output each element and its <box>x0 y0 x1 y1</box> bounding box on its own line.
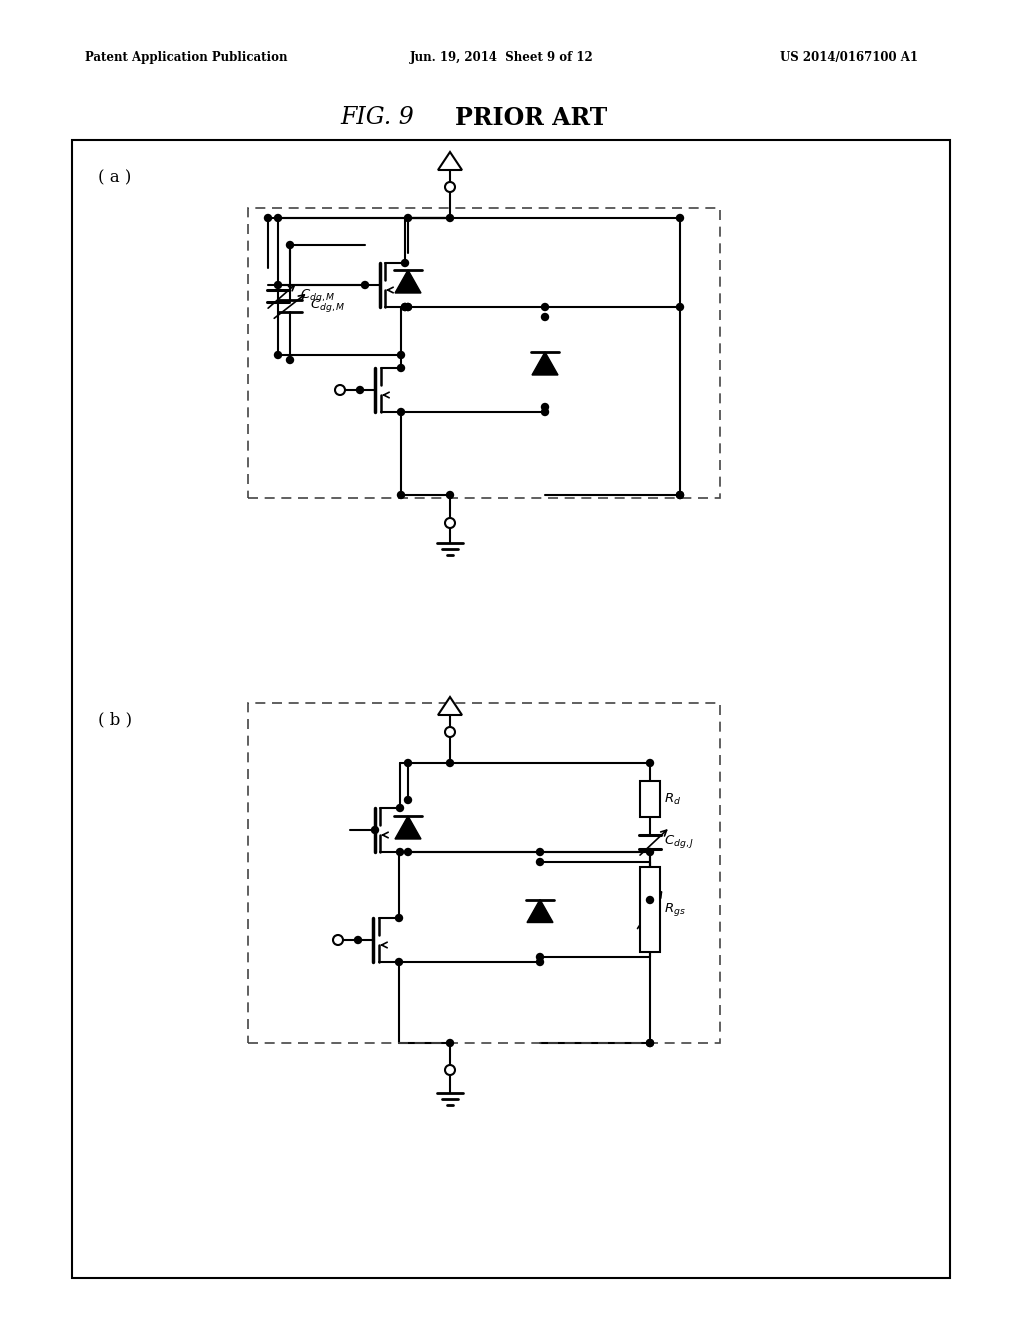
Circle shape <box>445 727 455 737</box>
Circle shape <box>287 242 294 248</box>
Text: Patent Application Publication: Patent Application Publication <box>85 51 288 65</box>
Polygon shape <box>438 152 462 170</box>
Circle shape <box>646 896 653 903</box>
Circle shape <box>404 304 412 310</box>
Circle shape <box>274 214 282 222</box>
Circle shape <box>395 915 402 921</box>
Bar <box>72 140 950 1278</box>
Circle shape <box>445 182 455 191</box>
Circle shape <box>677 491 683 499</box>
Text: $R_{gs}$: $R_{gs}$ <box>664 902 686 917</box>
Circle shape <box>361 281 369 289</box>
Circle shape <box>404 759 412 767</box>
Circle shape <box>274 281 282 289</box>
Text: FIG. 9: FIG. 9 <box>340 107 414 129</box>
Text: $C_{dg, J}$: $C_{dg, J}$ <box>664 833 694 850</box>
Text: ( a ): ( a ) <box>98 169 131 186</box>
Circle shape <box>446 491 454 499</box>
Circle shape <box>396 849 403 855</box>
Circle shape <box>333 935 343 945</box>
Circle shape <box>646 1040 653 1047</box>
Circle shape <box>354 936 361 944</box>
Circle shape <box>397 408 404 416</box>
Text: PRIOR ART: PRIOR ART <box>455 106 607 129</box>
Circle shape <box>445 517 455 528</box>
Circle shape <box>646 759 653 767</box>
Circle shape <box>401 260 409 267</box>
Circle shape <box>404 304 412 310</box>
Circle shape <box>537 849 544 855</box>
Circle shape <box>646 1040 653 1047</box>
Circle shape <box>395 958 402 965</box>
Circle shape <box>542 304 549 310</box>
Circle shape <box>542 314 549 321</box>
Circle shape <box>264 214 271 222</box>
Circle shape <box>446 214 454 222</box>
Circle shape <box>274 351 282 359</box>
Bar <box>248 704 720 1043</box>
Circle shape <box>446 1040 454 1047</box>
Circle shape <box>677 214 683 222</box>
Text: US 2014/0167100 A1: US 2014/0167100 A1 <box>780 51 918 65</box>
Polygon shape <box>395 271 421 293</box>
Circle shape <box>397 491 404 499</box>
Polygon shape <box>438 697 462 715</box>
Circle shape <box>404 849 412 855</box>
Circle shape <box>404 214 412 222</box>
Circle shape <box>397 351 404 359</box>
Circle shape <box>397 364 404 371</box>
Bar <box>640 867 660 952</box>
Text: $C_{dg, M}$: $C_{dg, M}$ <box>300 288 336 305</box>
Polygon shape <box>395 816 421 840</box>
Text: Jun. 19, 2014  Sheet 9 of 12: Jun. 19, 2014 Sheet 9 of 12 <box>410 51 594 65</box>
Circle shape <box>677 491 683 499</box>
Circle shape <box>542 404 549 411</box>
Polygon shape <box>532 352 558 375</box>
Circle shape <box>372 826 379 833</box>
Circle shape <box>335 385 345 395</box>
Circle shape <box>401 304 409 310</box>
Circle shape <box>287 356 294 363</box>
Circle shape <box>396 804 403 812</box>
Circle shape <box>537 958 544 965</box>
Text: $R_d$: $R_d$ <box>664 792 681 807</box>
Circle shape <box>404 796 412 804</box>
Polygon shape <box>527 899 553 923</box>
Circle shape <box>537 858 544 866</box>
FancyBboxPatch shape <box>640 781 660 817</box>
Text: ( b ): ( b ) <box>98 711 132 729</box>
Circle shape <box>446 759 454 767</box>
Text: $C_{dg, M}$: $C_{dg, M}$ <box>310 297 345 314</box>
Circle shape <box>401 304 409 310</box>
Circle shape <box>677 304 683 310</box>
Circle shape <box>356 387 364 393</box>
Circle shape <box>542 408 549 416</box>
Circle shape <box>646 849 653 855</box>
Bar <box>248 209 720 498</box>
Circle shape <box>537 953 544 961</box>
Circle shape <box>445 1065 455 1074</box>
